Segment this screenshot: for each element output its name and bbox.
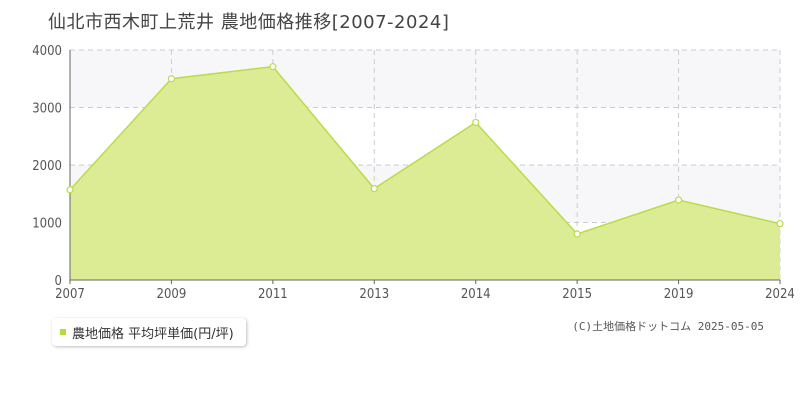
- data-point: [66, 186, 74, 194]
- x-tick-label: 2009: [157, 287, 187, 302]
- data-point: [167, 75, 176, 83]
- x-tick-label: 2024: [765, 287, 795, 302]
- legend: 農地価格 平均坪単価(円/坪): [52, 318, 246, 346]
- data-point: [573, 230, 581, 238]
- copyright-text: (C)土地価格ドットコム 2025-05-05: [572, 320, 764, 333]
- y-tick-label: 0: [55, 274, 62, 289]
- data-point: [472, 118, 480, 127]
- chart-title: 仙北市西木町上荒井 農地価格推移[2007-2024]: [48, 12, 450, 33]
- series-area: [70, 66, 780, 280]
- data-points: [66, 63, 784, 238]
- y-tick-label: 2000: [32, 159, 62, 174]
- x-tick-label: 2011: [258, 287, 288, 302]
- axes: [69, 50, 781, 284]
- x-tick-label: 2015: [562, 287, 592, 302]
- data-point: [370, 184, 378, 193]
- data-point: [674, 196, 683, 204]
- tick-labels: 0 1000 2000 3000 4000 2007 2009 2011 2013 2014 201…: [32, 44, 795, 302]
- data-point: [776, 220, 784, 228]
- x-tick-label: 2014: [461, 287, 491, 302]
- y-tick-label: 4000: [32, 44, 62, 59]
- data-point: [269, 63, 277, 71]
- legend-swatch: [60, 329, 66, 335]
- x-tick-label: 2013: [359, 287, 389, 302]
- x-tick-label: 2019: [664, 287, 694, 302]
- y-tick-label: 1000: [32, 217, 62, 232]
- legend-label: 農地価格 平均坪単価(円/坪): [72, 326, 234, 342]
- series-line: [69, 65, 781, 235]
- data-area: [69, 65, 781, 280]
- x-tick-label: 2007: [55, 287, 85, 302]
- y-tick-label: 3000: [32, 102, 62, 117]
